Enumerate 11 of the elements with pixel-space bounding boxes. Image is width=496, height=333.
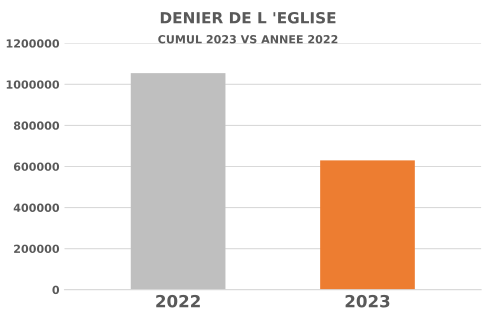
y-tick-label: 1200000 bbox=[6, 39, 60, 48]
y-tick-label: 200000 bbox=[14, 244, 60, 254]
chart-title: DENIER DE L 'EGLISE bbox=[160, 12, 336, 24]
x-tick-label: 2022 bbox=[156, 294, 200, 308]
y-tick-label: 800000 bbox=[14, 121, 60, 130]
y-tick-label: 0 bbox=[52, 286, 60, 294]
y-tick-label: 400000 bbox=[14, 204, 60, 212]
y-tick-label: 1000000 bbox=[6, 80, 60, 89]
x-tick-label: 2023 bbox=[346, 294, 390, 308]
chart-subtitle: CUMUL 2023 VS ANNEE 2022 bbox=[158, 35, 338, 44]
y-tick-label: 600000 bbox=[14, 162, 60, 171]
